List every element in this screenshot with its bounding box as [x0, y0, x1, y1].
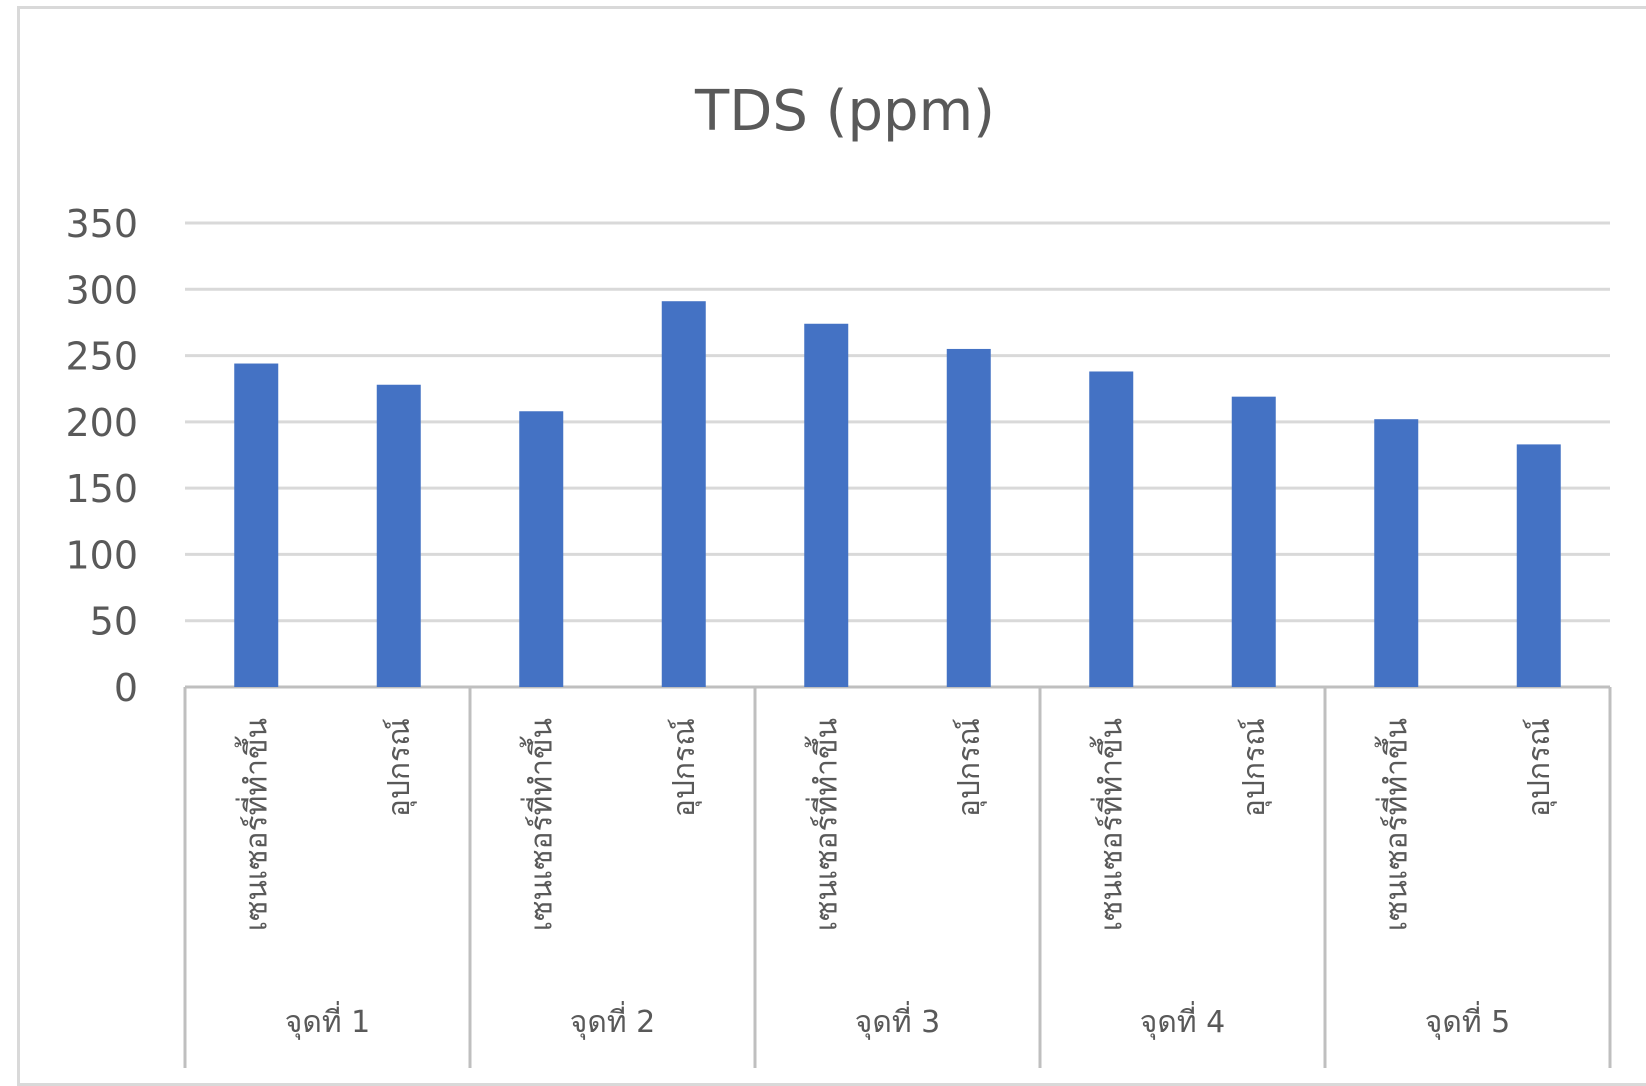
x-category-label: อุปกรณ์ — [1237, 718, 1273, 817]
chart-title: TDS (ppm) — [694, 79, 995, 144]
y-tick-label: 250 — [65, 335, 138, 379]
x-category-label: อุปกรณ์ — [667, 718, 703, 817]
bar — [1516, 444, 1561, 687]
x-group-label: จุดที่ 2 — [570, 1001, 655, 1041]
bar — [1231, 396, 1276, 687]
y-tick-label: 300 — [65, 268, 138, 312]
x-category-label: อุปกรณ์ — [952, 718, 988, 817]
bar — [946, 348, 991, 687]
x-group-label: จุดที่ 3 — [855, 1001, 940, 1041]
bar — [234, 363, 279, 687]
y-tick-label: 150 — [65, 467, 138, 511]
x-category-label: เซนเซอร์ที่ทำขึ้น — [804, 718, 844, 931]
x-category-label: อุปกรณ์ — [1522, 718, 1558, 817]
bar — [804, 323, 849, 687]
x-category-label: เซนเซอร์ที่ทำขึ้น — [1374, 718, 1414, 931]
x-category-label: เซนเซอร์ที่ทำขึ้น — [234, 718, 274, 931]
bar — [1089, 371, 1134, 687]
x-group-label: จุดที่ 1 — [285, 1001, 370, 1041]
x-category-label: อุปกรณ์ — [382, 718, 418, 817]
bar — [519, 411, 564, 687]
x-category-label: เซนเซอร์ที่ทำขึ้น — [519, 718, 559, 931]
x-category-label: เซนเซอร์ที่ทำขึ้น — [1089, 718, 1129, 931]
y-tick-label: 50 — [90, 600, 138, 644]
bar — [376, 384, 421, 687]
x-group-label: จุดที่ 5 — [1425, 1001, 1510, 1041]
y-tick-label: 0 — [114, 666, 138, 710]
y-tick-label: 200 — [65, 401, 138, 445]
x-group-label: จุดที่ 4 — [1140, 1001, 1225, 1041]
bar — [1374, 419, 1419, 687]
y-tick-label: 100 — [65, 533, 138, 577]
y-tick-label: 350 — [65, 202, 138, 246]
bar — [661, 301, 706, 687]
